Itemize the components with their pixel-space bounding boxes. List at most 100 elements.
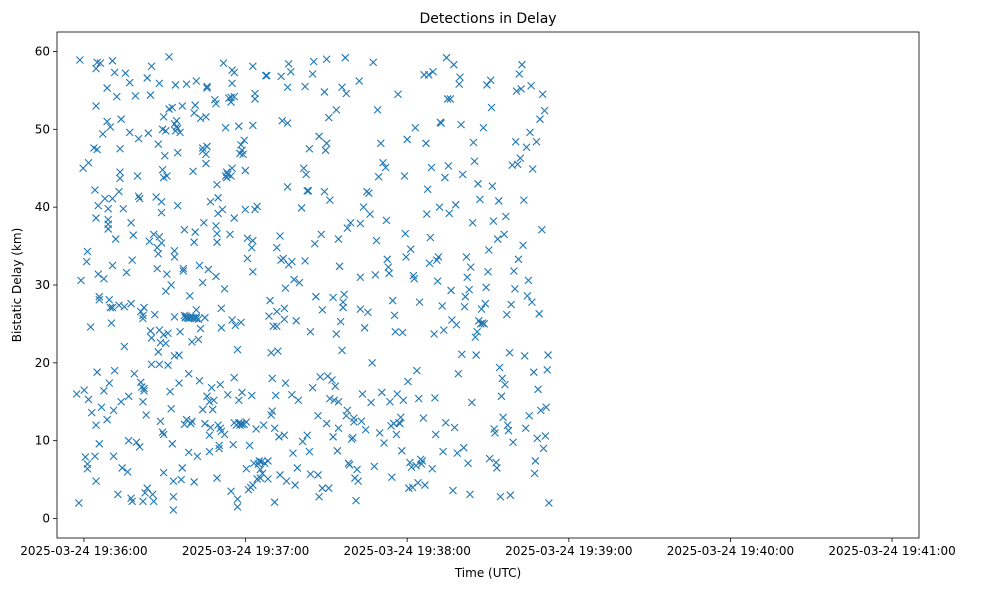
data-point — [198, 144, 207, 152]
data-point — [500, 230, 509, 239]
data-point — [113, 490, 122, 499]
data-point — [518, 60, 526, 69]
data-point — [259, 421, 268, 430]
data-point — [163, 172, 171, 180]
data-point — [191, 228, 200, 236]
data-point — [159, 112, 168, 121]
data-point — [335, 262, 344, 271]
data-point — [228, 164, 236, 173]
data-point — [430, 330, 439, 338]
data-point — [140, 384, 148, 393]
data-point — [428, 464, 437, 473]
data-point — [164, 361, 172, 370]
data-point — [170, 246, 179, 255]
data-point — [464, 459, 472, 468]
data-point — [103, 117, 111, 126]
data-point — [77, 276, 85, 285]
data-point — [531, 457, 540, 465]
data-point — [154, 249, 163, 258]
data-point — [255, 457, 264, 465]
data-point — [92, 102, 100, 110]
data-point — [116, 168, 124, 177]
data-point — [216, 380, 225, 389]
data-point — [169, 492, 178, 501]
data-point — [331, 382, 340, 391]
x-tick-label: 2025-03-24 19:40:00 — [667, 544, 794, 558]
data-point — [252, 425, 260, 433]
data-point — [194, 315, 203, 324]
data-point — [116, 174, 124, 183]
data-point — [241, 166, 250, 175]
data-point — [172, 116, 181, 125]
x-tick-label: 2025-03-24 19:38:00 — [343, 544, 470, 558]
data-point — [336, 317, 345, 326]
data-point — [477, 305, 486, 314]
data-point — [280, 315, 289, 324]
data-point — [524, 276, 533, 285]
data-point — [332, 105, 341, 114]
data-point — [96, 59, 105, 68]
data-point — [264, 457, 272, 465]
data-point — [233, 502, 242, 511]
data-point — [239, 150, 248, 159]
data-point — [86, 323, 95, 331]
data-point — [203, 142, 211, 151]
data-point — [251, 89, 259, 98]
data-point — [155, 232, 164, 241]
data-point — [424, 70, 433, 79]
data-point — [212, 221, 220, 230]
data-point — [242, 418, 251, 426]
data-point — [200, 313, 209, 322]
data-point — [460, 302, 469, 311]
data-point — [340, 290, 349, 299]
data-point — [431, 430, 440, 439]
data-point — [441, 418, 450, 427]
data-point — [308, 70, 317, 78]
data-point — [103, 84, 111, 92]
data-point — [94, 201, 103, 210]
data-point — [363, 308, 372, 317]
data-point — [139, 314, 147, 323]
data-point — [517, 84, 526, 93]
data-point — [419, 414, 428, 423]
data-point — [106, 123, 115, 131]
data-point — [512, 87, 521, 96]
data-point — [178, 102, 187, 110]
data-point — [343, 224, 352, 233]
data-point — [522, 143, 531, 152]
data-point — [525, 411, 534, 420]
data-point — [333, 446, 342, 455]
data-point — [191, 101, 200, 110]
data-point — [203, 392, 211, 401]
data-point — [142, 411, 151, 419]
data-point — [115, 187, 123, 196]
x-axis: 2025-03-24 19:36:00 2025-03-24 19:37:00 20… — [20, 538, 956, 558]
data-point — [513, 160, 522, 169]
data-point — [418, 457, 427, 465]
data-point — [487, 103, 496, 112]
data-point — [488, 182, 497, 191]
data-point — [532, 137, 541, 146]
data-point — [156, 417, 165, 426]
data-point — [175, 351, 183, 359]
data-point — [325, 394, 334, 403]
data-point — [87, 408, 96, 417]
data-point — [190, 109, 199, 117]
data-point — [185, 292, 194, 300]
data-point — [391, 327, 400, 336]
data-point — [157, 197, 166, 206]
y-tick-label: 60 — [35, 44, 50, 58]
y-axis: 0 10 20 30 40 50 60 — [35, 44, 57, 526]
data-point — [465, 285, 474, 294]
data-point — [122, 268, 131, 277]
data-point — [224, 94, 233, 103]
data-point — [158, 428, 167, 437]
data-point — [343, 406, 352, 415]
data-point — [489, 217, 498, 226]
data-point — [471, 333, 480, 342]
data-point — [267, 348, 276, 357]
data-point — [117, 397, 125, 406]
data-point — [405, 458, 414, 467]
data-point — [83, 247, 92, 256]
data-point — [376, 139, 385, 148]
